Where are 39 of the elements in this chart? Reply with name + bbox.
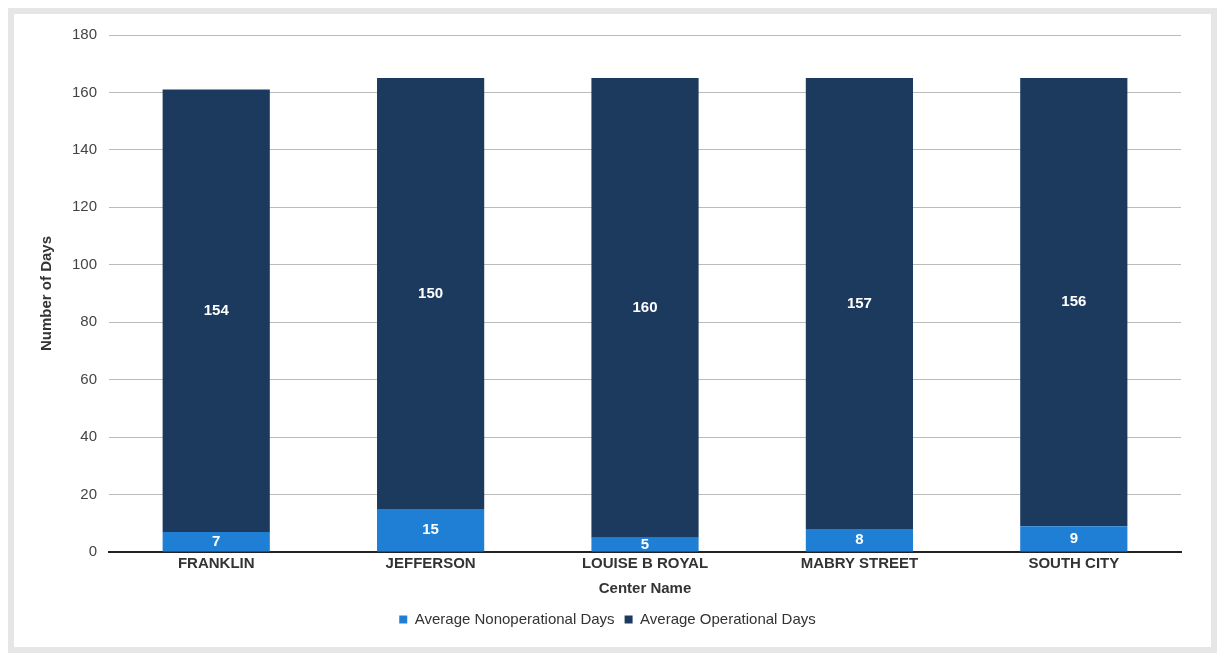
bar — [162, 531, 270, 552]
y-tick-label: 140 — [72, 140, 98, 158]
data-label: 157 — [846, 293, 872, 311]
data-label: 15 — [422, 520, 439, 538]
x-axis-title: Center Name — [598, 579, 692, 597]
data-label: 154 — [203, 300, 230, 318]
bar — [1020, 526, 1128, 552]
bar — [805, 529, 914, 552]
data-label: 9 — [1069, 528, 1078, 546]
data-label: 5 — [640, 534, 650, 552]
y-tick-label: 100 — [72, 254, 98, 272]
data-label: 7 — [212, 531, 221, 549]
bar — [591, 537, 699, 552]
y-tick-label: 0 — [88, 542, 98, 560]
bar — [162, 89, 270, 532]
y-tick-label: 60 — [80, 369, 98, 387]
data-label: 160 — [632, 298, 658, 315]
legend-label: Average Nonoperational Days — [414, 609, 615, 627]
x-tick-label: JEFFERSON — [385, 554, 476, 572]
data-label: 8 — [855, 530, 864, 548]
y-tick-label: 160 — [72, 82, 98, 100]
y-tick-label: 20 — [80, 484, 98, 502]
bar — [591, 78, 699, 538]
bar — [377, 508, 485, 552]
bar — [805, 78, 914, 530]
y-axis-title: Number of Days — [37, 235, 55, 352]
x-tick-label: SOUTH CITY — [1028, 554, 1120, 572]
data-label: 150 — [418, 283, 444, 301]
x-tick-label: FRANKLIN — [177, 554, 255, 572]
data-label: 156 — [1061, 292, 1087, 310]
y-tick-label: 180 — [72, 25, 98, 43]
legend-label: Average Operational Days — [640, 609, 816, 627]
bar — [377, 78, 485, 509]
y-tick-label: 120 — [72, 197, 98, 215]
x-tick-label: MABRY STREET — [800, 554, 919, 572]
y-tick-label: 40 — [80, 427, 98, 445]
bar — [1020, 78, 1128, 527]
x-tick-label: LOUISE B ROYAL — [581, 554, 709, 572]
y-tick-label: 80 — [80, 312, 98, 330]
